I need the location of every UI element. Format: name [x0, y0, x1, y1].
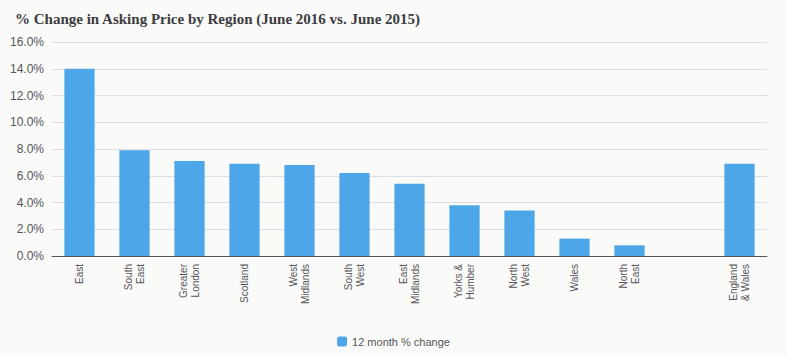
svg-text:Greater: Greater	[178, 263, 189, 298]
svg-text:2.0%: 2.0%	[17, 222, 45, 236]
svg-text:4.0%: 4.0%	[17, 196, 45, 210]
svg-text:East: East	[630, 264, 641, 284]
svg-text:Scotland: Scotland	[239, 264, 250, 303]
svg-text:East: East	[398, 264, 409, 284]
svg-text:West: West	[355, 264, 366, 287]
svg-text:East: East	[135, 264, 146, 284]
svg-text:10.0%: 10.0%	[10, 115, 44, 129]
svg-text:South: South	[343, 264, 354, 290]
svg-text:Yorks &: Yorks &	[453, 264, 464, 298]
svg-text:0.0%: 0.0%	[17, 249, 45, 263]
svg-text:% Change in Asking Price by Re: % Change in Asking Price by Region (June…	[15, 11, 420, 28]
svg-text:West: West	[520, 264, 531, 287]
svg-text:Wales: Wales	[569, 264, 580, 291]
svg-text:West: West	[288, 264, 299, 287]
svg-text:12 month % change: 12 month % change	[352, 336, 450, 348]
svg-text:Humber: Humber	[465, 263, 476, 299]
svg-text:& Wales: & Wales	[740, 264, 751, 301]
svg-text:North: North	[508, 264, 519, 288]
svg-text:14.0%: 14.0%	[10, 62, 44, 76]
svg-text:South: South	[123, 264, 134, 290]
svg-text:England: England	[728, 264, 739, 301]
svg-text:12.0%: 12.0%	[10, 89, 44, 103]
svg-text:Midlands: Midlands	[410, 264, 421, 304]
svg-text:6.0%: 6.0%	[17, 169, 45, 183]
svg-text:East: East	[74, 264, 85, 284]
svg-text:8.0%: 8.0%	[17, 142, 45, 156]
svg-text:London: London	[190, 264, 201, 297]
svg-text:16.0%: 16.0%	[10, 35, 44, 49]
svg-text:North: North	[618, 264, 629, 288]
svg-text:Midlands: Midlands	[300, 264, 311, 304]
